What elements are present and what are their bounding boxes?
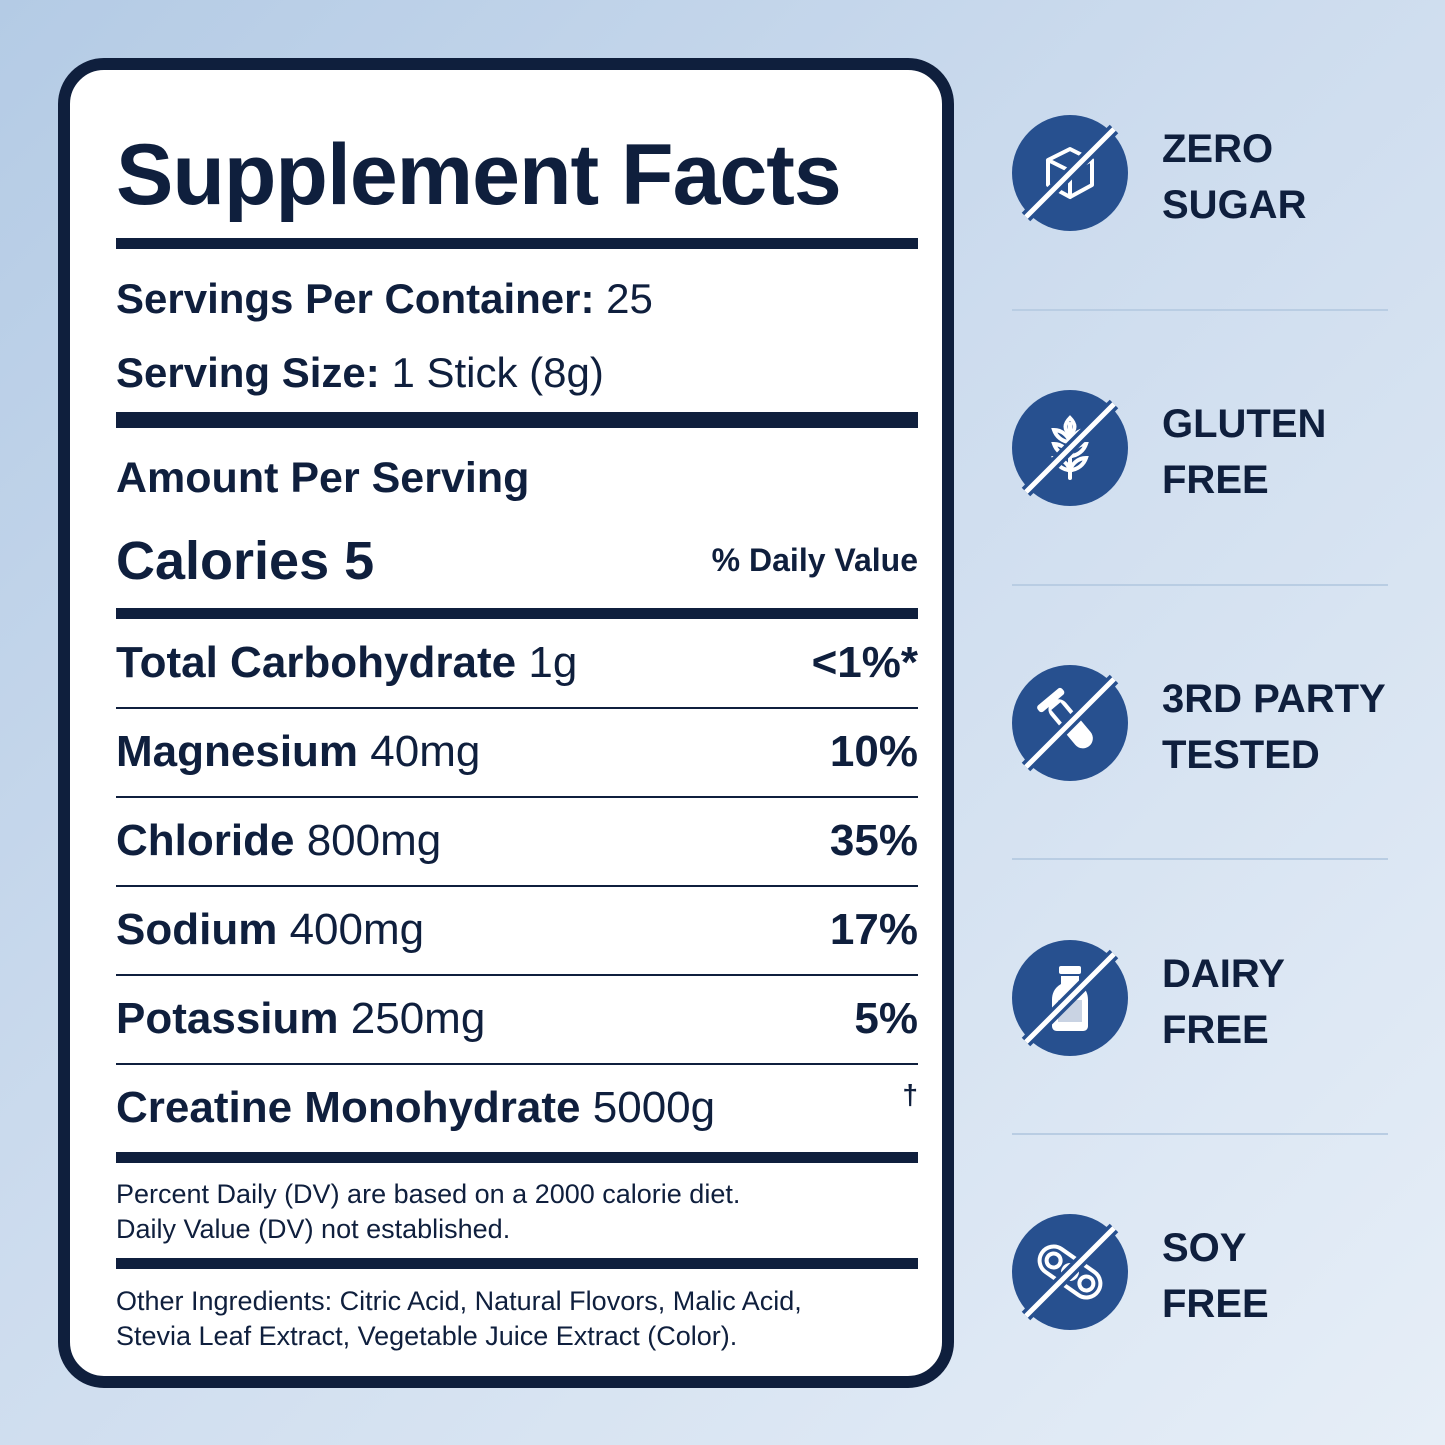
badge-third-party-tested: 3RD PARTY TESTED bbox=[1012, 665, 1392, 785]
row-divider bbox=[116, 707, 918, 709]
badge-divider bbox=[1012, 1133, 1388, 1135]
row-divider bbox=[116, 974, 918, 976]
badge-dairy-free: DAIRY FREE bbox=[1012, 940, 1392, 1060]
row-divider bbox=[116, 1063, 918, 1065]
serving-rule bbox=[116, 412, 918, 428]
other-ingredients: Other Ingredients: Citric Acid, Natural … bbox=[116, 1286, 802, 1351]
badge-label: SOY FREE bbox=[1162, 1226, 1269, 1326]
nutrients-rule bbox=[116, 1152, 918, 1163]
badge-soy-free: SOY FREE bbox=[1012, 1214, 1392, 1334]
row-divider bbox=[116, 796, 918, 798]
wheat-icon bbox=[1012, 390, 1128, 506]
serving-size: Serving Size: 1 Stick (8g) bbox=[116, 349, 604, 396]
badge-label: 3RD PARTY TESTED bbox=[1162, 677, 1386, 777]
milk-bottle-icon bbox=[1012, 940, 1128, 1056]
calories: Calories 5 bbox=[116, 531, 375, 591]
daily-value-header: % Daily Value bbox=[711, 542, 918, 578]
nutrient-row-sodium: Sodium 400mg 17% bbox=[116, 905, 918, 954]
badge-divider bbox=[1012, 858, 1388, 860]
footnote-rule bbox=[116, 1258, 918, 1269]
badge-gluten-free: GLUTEN FREE bbox=[1012, 390, 1392, 510]
badge-divider bbox=[1012, 309, 1388, 311]
title-rule bbox=[116, 238, 918, 249]
servings-per-container: Servings Per Container: 25 bbox=[116, 275, 653, 322]
sugar-cube-icon bbox=[1012, 115, 1128, 231]
nutrient-row-creatine-monohydrate: Creatine Monohydrate 5000g † bbox=[116, 1079, 918, 1132]
badge-divider bbox=[1012, 584, 1388, 586]
badge-label: DAIRY FREE bbox=[1162, 952, 1285, 1052]
badge-label: GLUTEN FREE bbox=[1162, 402, 1327, 502]
nutrient-row-chloride: Chloride 800mg 35% bbox=[116, 816, 918, 865]
calories-rule bbox=[116, 608, 918, 619]
badge-label: ZERO SUGAR bbox=[1162, 127, 1307, 227]
badge-zero-sugar: ZERO SUGAR bbox=[1012, 115, 1392, 235]
daily-value-footnote: Percent Daily (DV) are based on a 2000 c… bbox=[116, 1179, 741, 1244]
row-divider bbox=[116, 885, 918, 887]
amount-per-serving: Amount Per Serving bbox=[116, 454, 530, 502]
soybean-icon bbox=[1012, 1214, 1128, 1330]
supplement-facts-panel: Supplement Facts Servings Per Container:… bbox=[58, 58, 954, 1388]
supplement-facts-title: Supplement Facts bbox=[116, 127, 842, 223]
nutrient-row-potassium: Potassium 250mg 5% bbox=[116, 994, 918, 1043]
nutrient-row-magnesium: Magnesium 40mg 10% bbox=[116, 727, 918, 776]
test-tube-icon bbox=[1012, 665, 1128, 781]
nutrient-row-total-carbohydrate: Total Carbohydrate 1g <1%* bbox=[116, 638, 918, 687]
